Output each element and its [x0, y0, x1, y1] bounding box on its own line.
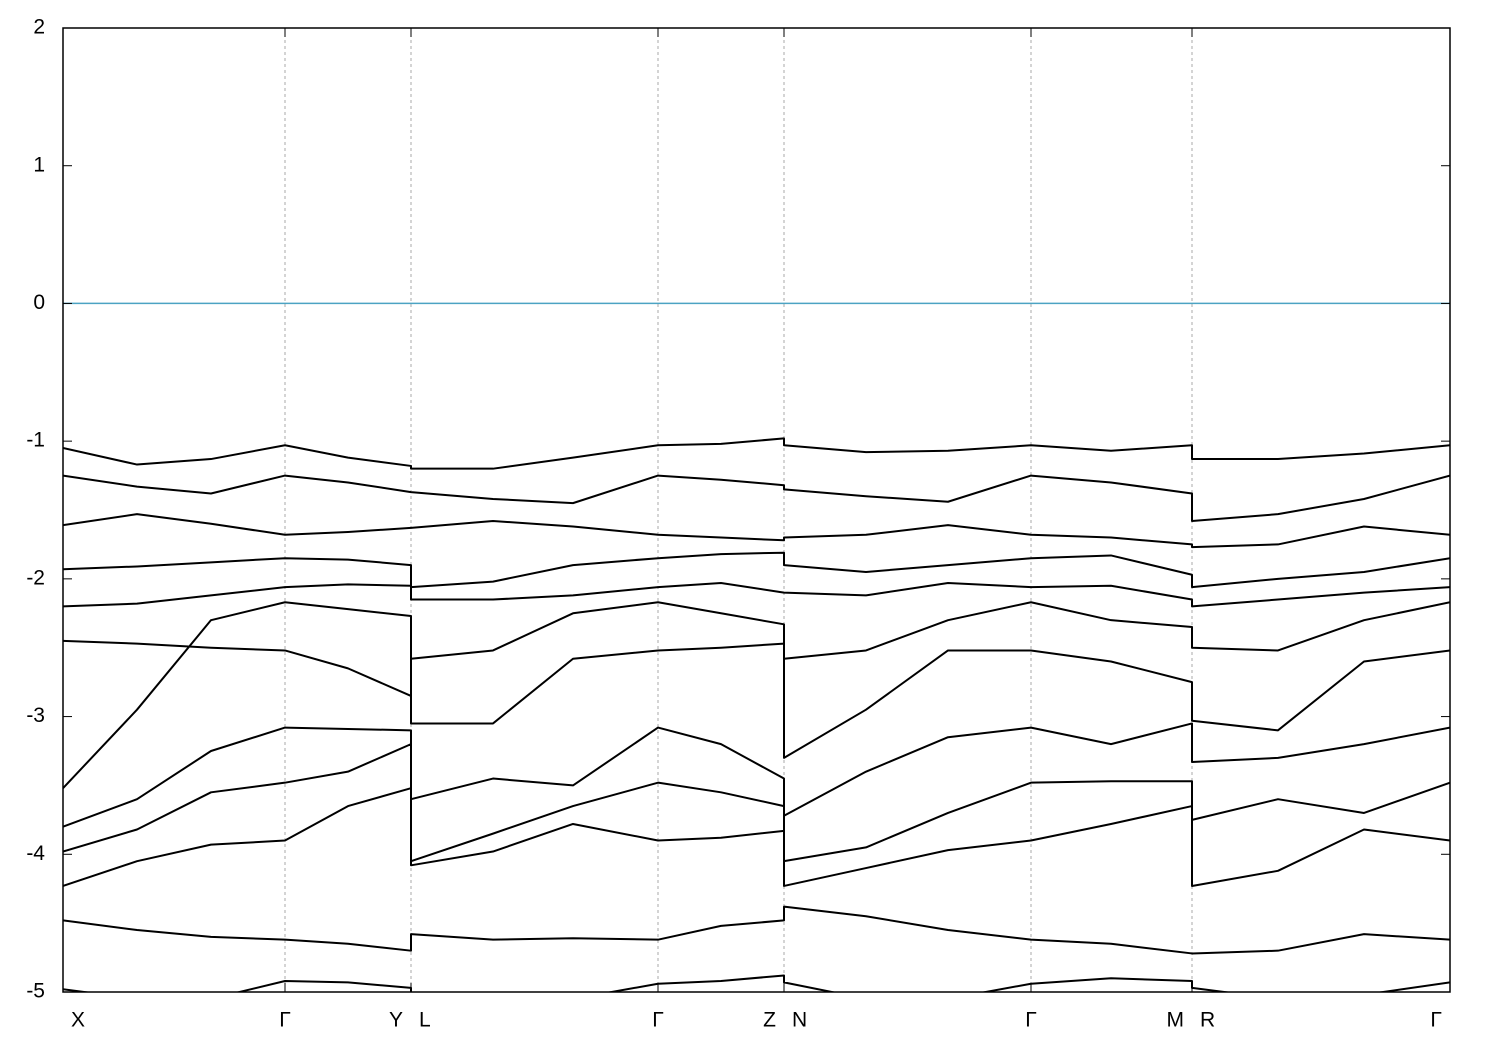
band-line: [63, 905, 1450, 955]
frame: [62, 27, 1451, 993]
y-tick-label: 1: [33, 153, 45, 176]
x-tick-label: X: [71, 1009, 85, 1032]
y-tick-label: -2: [26, 566, 45, 589]
x-tick-label: Γ: [1430, 1009, 1442, 1032]
band-line: [63, 581, 1450, 608]
x-tick-label: M: [1167, 1009, 1185, 1032]
x-tick-label: Γ: [652, 1009, 664, 1032]
x-tick-label: Γ: [1025, 1009, 1037, 1032]
y-tick-label: 2: [33, 16, 45, 39]
band-line: [63, 601, 1450, 697]
x-tick-label: N: [792, 1009, 807, 1032]
x-tick-label: R: [1200, 1009, 1215, 1032]
band-line: [63, 474, 1450, 523]
y-tick-label: 0: [33, 291, 45, 314]
y-tick-label: -5: [26, 980, 45, 1003]
band-line: [63, 787, 1450, 887]
band-line: [63, 743, 1450, 863]
x-tick-label: Y: [389, 1009, 403, 1032]
x-tick-label: Z: [763, 1009, 776, 1032]
y-tick-label: -1: [26, 429, 45, 452]
band-line: [63, 551, 1450, 589]
band-line: [63, 722, 1450, 828]
band-line: [63, 437, 1450, 470]
band-line: [63, 513, 1450, 549]
band-line: [63, 601, 1450, 789]
plot-area: [63, 28, 1450, 992]
y-tick-label: -3: [26, 704, 45, 727]
x-tick-label: Γ: [279, 1009, 291, 1032]
y-tick-label: -4: [26, 842, 45, 865]
x-tick-label: L: [419, 1009, 431, 1032]
